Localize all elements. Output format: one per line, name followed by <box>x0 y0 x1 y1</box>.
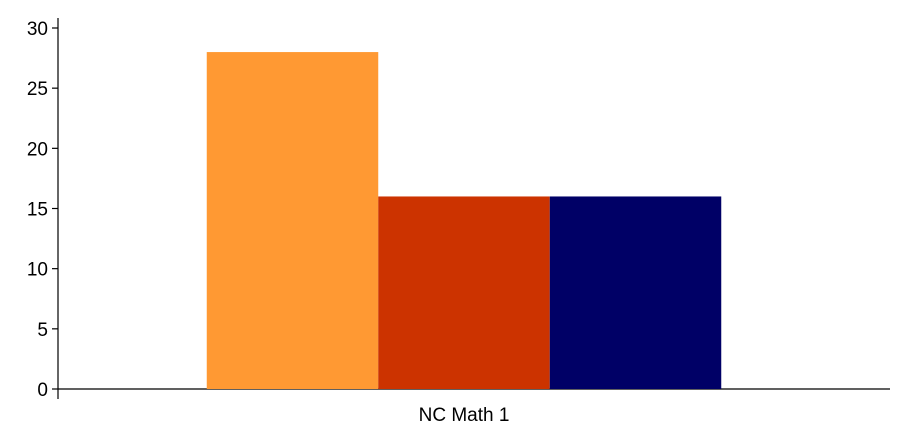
y-ticks: 0 5 10 15 20 25 30 <box>27 19 58 401</box>
y-tick-label: 0 <box>37 380 48 401</box>
y-tick-label: 20 <box>27 139 48 160</box>
y-tick-label: 30 <box>27 19 48 40</box>
y-tick-label: 15 <box>27 200 48 221</box>
bar-series-3 <box>549 196 722 389</box>
x-axis: NC Math 1 <box>58 388 890 426</box>
y-axis: 0 5 10 15 20 25 30 <box>27 18 59 401</box>
y-tick-label: 10 <box>27 260 48 281</box>
x-category-label: NC Math 1 <box>419 405 510 426</box>
x-category-labels: NC Math 1 <box>419 405 510 426</box>
y-tick-label: 5 <box>37 320 48 341</box>
y-tick-label: 25 <box>27 79 48 100</box>
bar-series-2 <box>378 196 550 389</box>
bars <box>206 52 722 390</box>
bar-series-1 <box>206 52 379 390</box>
